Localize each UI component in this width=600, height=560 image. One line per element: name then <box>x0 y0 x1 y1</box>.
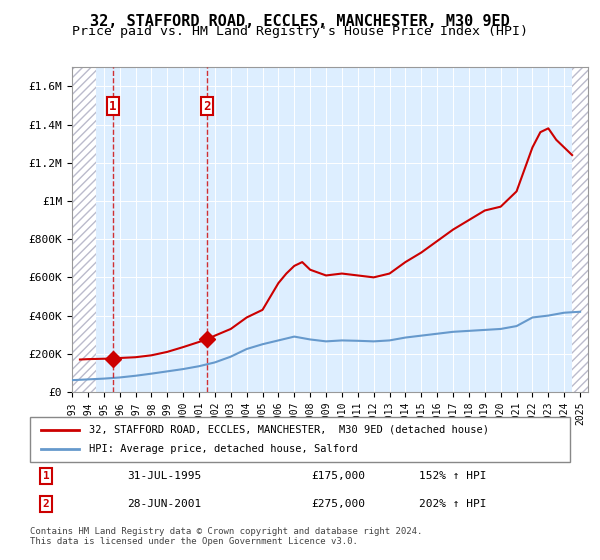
Text: 32, STAFFORD ROAD, ECCLES, MANCHESTER, M30 9ED: 32, STAFFORD ROAD, ECCLES, MANCHESTER, M… <box>90 14 510 29</box>
Text: 32, STAFFORD ROAD, ECCLES, MANCHESTER,  M30 9ED (detached house): 32, STAFFORD ROAD, ECCLES, MANCHESTER, M… <box>89 424 490 435</box>
FancyBboxPatch shape <box>30 417 570 462</box>
Text: Price paid vs. HM Land Registry's House Price Index (HPI): Price paid vs. HM Land Registry's House … <box>72 25 528 38</box>
Text: 2: 2 <box>43 499 50 509</box>
Bar <box>72 67 96 392</box>
Text: 28-JUN-2001: 28-JUN-2001 <box>127 499 202 509</box>
Text: HPI: Average price, detached house, Salford: HPI: Average price, detached house, Salf… <box>89 445 358 455</box>
Text: 202% ↑ HPI: 202% ↑ HPI <box>419 499 487 509</box>
Text: 2: 2 <box>203 100 211 113</box>
Text: £275,000: £275,000 <box>311 499 365 509</box>
Text: 152% ↑ HPI: 152% ↑ HPI <box>419 471 487 481</box>
Text: 31-JUL-1995: 31-JUL-1995 <box>127 471 202 481</box>
Text: 1: 1 <box>109 100 117 113</box>
Bar <box>572 67 588 392</box>
Text: 1: 1 <box>43 471 50 481</box>
Text: £175,000: £175,000 <box>311 471 365 481</box>
Text: Contains HM Land Registry data © Crown copyright and database right 2024.
This d: Contains HM Land Registry data © Crown c… <box>30 526 422 546</box>
